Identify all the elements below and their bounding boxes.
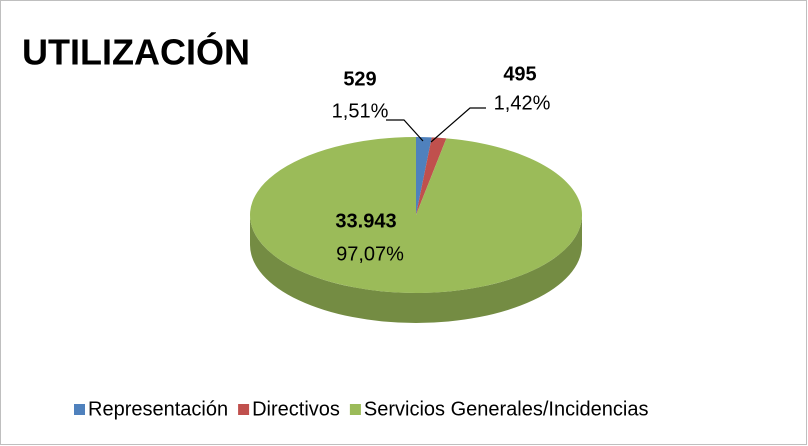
legend-swatch bbox=[349, 404, 361, 415]
leader-line bbox=[430, 107, 486, 143]
legend-swatch bbox=[238, 404, 250, 415]
leader-line bbox=[386, 119, 424, 142]
legend-swatch bbox=[74, 404, 85, 415]
slice bbox=[416, 137, 447, 215]
percent-label: 1,42% bbox=[494, 92, 551, 114]
slice-side bbox=[250, 215, 582, 323]
legend-label: Representación bbox=[88, 398, 228, 420]
value-label: 529 bbox=[343, 68, 376, 90]
legend-label: Servicios Generales/Incidencias bbox=[364, 398, 649, 420]
value-label: 495 bbox=[503, 63, 536, 85]
slice bbox=[416, 137, 432, 215]
value-label: 33.943 bbox=[335, 210, 396, 232]
chart-title: UTILIZACIÓN bbox=[22, 31, 250, 73]
slice bbox=[250, 137, 583, 293]
percent-label: 97,07% bbox=[336, 243, 404, 265]
percent-label: 1,51% bbox=[332, 100, 389, 122]
legend-label: Directivos bbox=[252, 398, 340, 420]
